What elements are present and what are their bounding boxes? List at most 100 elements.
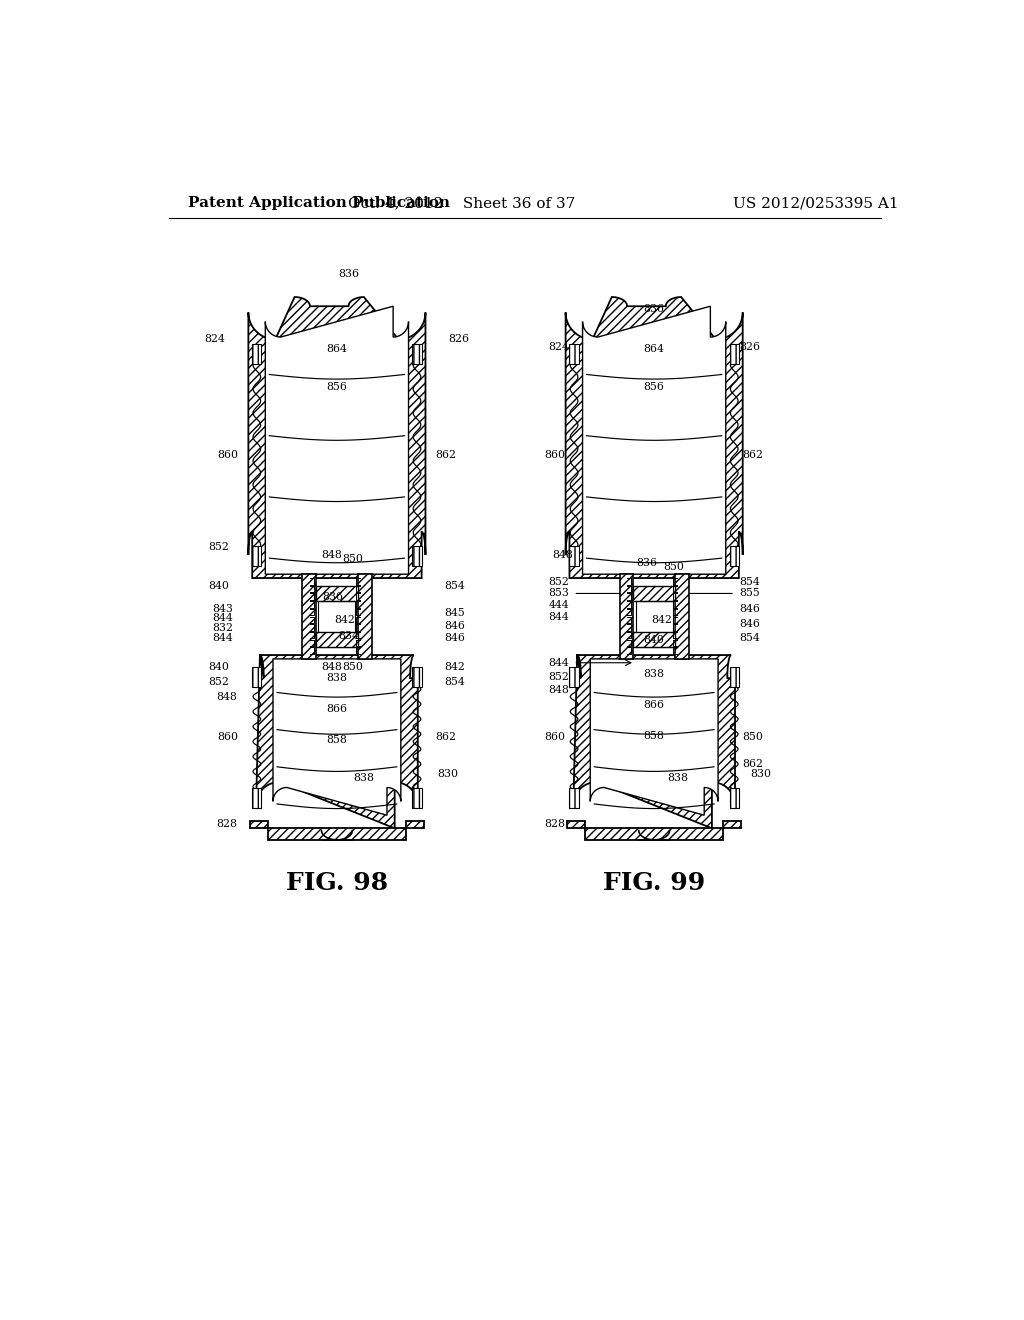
Polygon shape — [675, 574, 689, 659]
Polygon shape — [567, 821, 741, 840]
Polygon shape — [569, 668, 579, 688]
Text: 836: 836 — [338, 269, 359, 279]
Text: 844: 844 — [212, 612, 233, 623]
Text: 830: 830 — [437, 770, 458, 779]
Polygon shape — [583, 306, 726, 574]
Text: 834: 834 — [338, 631, 358, 640]
Text: 860: 860 — [545, 733, 565, 742]
Text: 836: 836 — [636, 557, 657, 568]
Text: 862: 862 — [435, 733, 457, 742]
Text: 846: 846 — [739, 619, 760, 630]
Text: 860: 860 — [545, 450, 565, 459]
Text: 832: 832 — [212, 623, 233, 634]
Text: 828: 828 — [216, 820, 237, 829]
Text: 866: 866 — [327, 704, 347, 714]
Text: 840: 840 — [208, 581, 229, 591]
Text: 838: 838 — [667, 774, 688, 783]
Text: 844: 844 — [549, 611, 569, 622]
Text: 852: 852 — [549, 672, 569, 681]
Text: 845: 845 — [444, 607, 466, 618]
Text: 862: 862 — [742, 759, 764, 770]
Polygon shape — [634, 632, 675, 647]
Polygon shape — [252, 668, 261, 688]
Polygon shape — [316, 632, 357, 647]
Text: FIG. 98: FIG. 98 — [286, 871, 388, 895]
Text: 852: 852 — [208, 543, 229, 552]
Text: 854: 854 — [444, 677, 466, 686]
Text: 840: 840 — [208, 661, 229, 672]
Text: 862: 862 — [435, 450, 457, 459]
Text: 844: 844 — [212, 634, 233, 643]
Polygon shape — [249, 297, 425, 578]
Text: 824: 824 — [205, 334, 225, 345]
Polygon shape — [573, 655, 735, 829]
Text: 854: 854 — [739, 577, 760, 587]
Text: Patent Application Publication: Patent Application Publication — [188, 197, 451, 210]
Polygon shape — [273, 659, 400, 816]
Text: 838: 838 — [644, 669, 665, 680]
Polygon shape — [302, 574, 316, 659]
Text: 856: 856 — [644, 381, 665, 392]
Text: 842: 842 — [334, 615, 355, 626]
Text: 850: 850 — [742, 733, 764, 742]
Polygon shape — [569, 345, 579, 364]
Text: US 2012/0253395 A1: US 2012/0253395 A1 — [733, 197, 899, 210]
Text: 860: 860 — [217, 733, 239, 742]
Text: 848: 848 — [549, 685, 569, 694]
Polygon shape — [250, 821, 424, 840]
Polygon shape — [620, 574, 634, 659]
Polygon shape — [413, 545, 422, 566]
Polygon shape — [252, 345, 261, 364]
Polygon shape — [413, 668, 422, 688]
Polygon shape — [413, 788, 422, 808]
Text: 850: 850 — [342, 661, 362, 672]
Text: 853: 853 — [549, 589, 569, 598]
Text: 844: 844 — [549, 657, 569, 668]
Text: 826: 826 — [739, 342, 760, 352]
Polygon shape — [569, 788, 579, 808]
Text: 830: 830 — [751, 770, 771, 779]
Text: 840: 840 — [644, 635, 665, 644]
Text: FIG. 99: FIG. 99 — [603, 871, 706, 895]
Text: 842: 842 — [651, 615, 673, 626]
Text: 838: 838 — [353, 774, 375, 783]
Polygon shape — [730, 788, 739, 808]
Text: 836: 836 — [323, 593, 344, 602]
Text: 846: 846 — [444, 634, 466, 643]
Text: 843: 843 — [212, 603, 233, 614]
Text: Oct. 4, 2012    Sheet 36 of 37: Oct. 4, 2012 Sheet 36 of 37 — [348, 197, 575, 210]
Text: 842: 842 — [444, 661, 466, 672]
Text: 850: 850 — [663, 561, 684, 572]
Polygon shape — [252, 545, 261, 566]
Polygon shape — [265, 306, 409, 574]
Text: 848: 848 — [322, 550, 342, 560]
Polygon shape — [413, 345, 422, 364]
Text: 826: 826 — [449, 334, 470, 345]
Text: 860: 860 — [217, 450, 239, 459]
Polygon shape — [730, 345, 739, 364]
Text: 858: 858 — [644, 731, 665, 741]
Polygon shape — [252, 788, 261, 808]
Text: 846: 846 — [444, 620, 466, 631]
Text: 854: 854 — [739, 634, 760, 643]
Text: 864: 864 — [644, 343, 665, 354]
Text: 848: 848 — [552, 550, 573, 560]
Text: 444: 444 — [549, 601, 569, 610]
Text: 864: 864 — [327, 343, 347, 354]
Text: 866: 866 — [644, 700, 665, 710]
Polygon shape — [634, 586, 675, 601]
Polygon shape — [256, 655, 418, 829]
Text: 852: 852 — [208, 677, 229, 686]
Text: 858: 858 — [327, 735, 347, 744]
Text: 846: 846 — [739, 603, 760, 614]
Text: 856: 856 — [327, 381, 347, 392]
Text: 855: 855 — [739, 589, 760, 598]
Polygon shape — [357, 574, 372, 659]
Text: 836: 836 — [644, 304, 665, 314]
Polygon shape — [730, 668, 739, 688]
Polygon shape — [565, 297, 742, 578]
Text: 854: 854 — [444, 581, 466, 591]
Text: 852: 852 — [549, 577, 569, 587]
Polygon shape — [569, 545, 579, 566]
Text: 824: 824 — [549, 342, 569, 352]
